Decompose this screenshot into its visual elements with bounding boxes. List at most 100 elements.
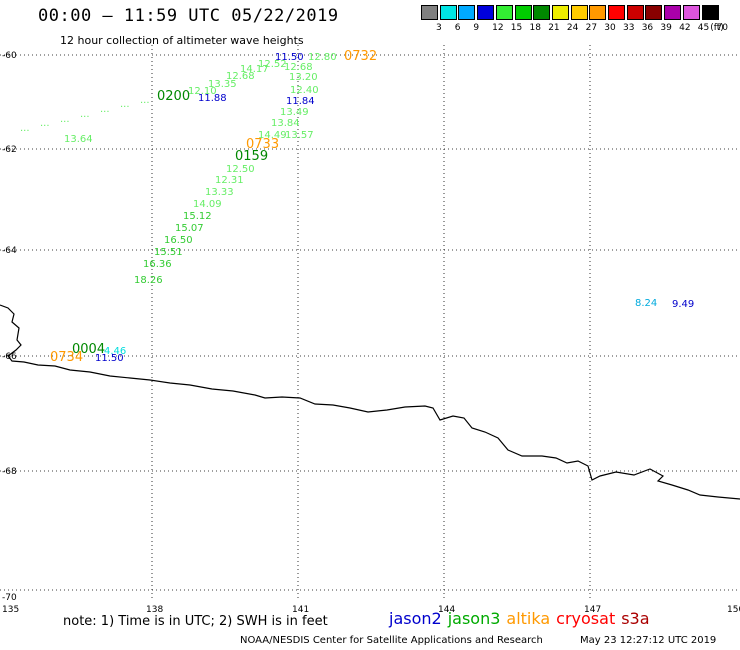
chart-subtitle: 12 hour collection of altimeter wave hei… [60,34,304,47]
colorbar-label: 70 [716,23,728,33]
colorbar-swatch [477,5,495,20]
longitude-label: 150 [727,605,740,615]
colorbar-label: 45 [697,23,710,33]
colorbar-label: 3 [436,23,442,33]
colorbar-label: 6 [454,23,461,33]
wave-height-label: 9.49 [672,299,694,310]
time-label: 0732 [344,49,377,64]
colorbar-swatch [626,5,644,20]
credit-text: NOAA/NESDIS Center for Satellite Applica… [240,635,543,646]
wave-height-label: 11.88 [198,93,227,104]
wave-height-label: 12.52 [258,59,287,70]
timestamp-text: May 23 12:27:12 UTC 2019 [580,635,717,646]
colorbar-label: 30 [604,23,616,33]
time-label: 0004 [72,342,105,357]
wave-height-label: 8.24 [635,298,657,309]
colorbar-swatch [551,5,569,20]
colorbar-swatch [589,5,607,20]
colorbar-label: 33 [623,23,635,33]
colorbar-swatch [701,5,719,20]
colorbar-label: 36 [641,23,654,33]
colorbar-label: 12 [492,23,504,33]
wave-height-label: 13.35 [208,79,237,90]
track-cluster-mark: ··· [60,117,70,128]
wave-height-label: 11.50 [275,52,304,63]
latitude-label: -66 [2,352,17,362]
wave-height-label: 15.07 [175,223,204,234]
colorbar-label: 27 [585,23,598,33]
track-cluster-mark: ··· [140,98,150,109]
wave-height-label: 11.84 [286,96,315,107]
colorbar-label: 24 [566,23,579,33]
wave-height-label: 12.68 [284,62,313,73]
mission-legend-item: altika [506,609,551,628]
track-cluster-mark: ··· [100,107,110,118]
colorbar-swatch [533,5,551,20]
wave-height-label: 16.36 [143,259,172,270]
wave-height-label: 13.84 [271,118,300,129]
coastline [0,304,740,500]
wave-height-label: 13.64 [64,134,93,145]
time-label: 0734 [50,350,83,365]
wave-height-label: 12.68 [226,71,255,82]
wave-height-label: 15.12 [183,211,212,222]
wave-height-label: 4.46 [104,346,126,357]
time-label: 0159 [235,149,268,164]
latitude-label: -60 [2,51,17,61]
colorbar-unit: (ft) [710,23,724,33]
track-cluster-mark: ··· [40,121,50,132]
colorbar-swatch [664,5,682,20]
longitude-label: 141 [292,605,309,615]
colorbar-swatch [645,5,663,20]
latitude-label: -64 [2,246,17,256]
observation-labels: 11.50 12.80 073212.5212.6814.1713.2012.681… [20,49,694,365]
colorbar-label: 21 [548,23,560,33]
wave-height-label: 13.20 [289,72,318,83]
axis-labels: -60 -62 -64 -66 -68 -70 135 138 141 144 147 150 [2,51,740,615]
mission-legend-item: jason3 [447,609,501,628]
track-cluster-mark: ··· [120,102,130,113]
wave-height-label: 16.50 [164,235,193,246]
mission-legend-item: jason2 [389,609,442,628]
footer-note: note: 1) Time is in UTC; 2) SWH is in fe… [63,614,328,629]
longitude-label: 144 [438,605,455,615]
wave-height-label: 13.57 [285,130,314,141]
wave-height-label: 13.49 [280,107,309,118]
colorbar-label: 18 [529,23,541,33]
longitude-label: 135 [2,605,19,615]
colorbar-swatch [421,5,438,20]
lat-lon-grid [0,45,740,600]
longitude-label: 147 [584,605,601,615]
latitude-label: -70 [2,593,17,603]
colorbar-label: 39 [660,23,672,33]
mission-legend: jason2 jason3 altika cryosat s3a [389,609,656,628]
mission-legend-item: s3a [621,609,650,628]
wave-height-label: 13.33 [205,187,234,198]
mission-legend-item: cryosat [556,609,616,628]
wave-height-label: 12.31 [215,175,244,186]
wave-height-label: 12.10 [188,86,217,97]
latitude-label: -68 [2,467,17,477]
chart-title: 00:00 – 11:59 UTC 05/22/2019 [38,6,339,26]
longitude-label: 138 [146,605,163,615]
wave-height-label: 14.17 [240,64,269,75]
colorbar-swatch [608,5,625,20]
colorbar-swatch [439,5,457,20]
colorbar-label: 15 [510,23,523,33]
wave-height-label: 15.51 [154,247,183,258]
colorbar-swatch [458,5,476,20]
latitude-label: -62 [2,145,17,155]
colorbar-swatch [514,5,532,20]
colorbar-swatch [682,5,700,20]
colorbar-swatch [570,5,588,20]
track-cluster-mark: ··· [80,112,90,123]
wave-height-label: 18.26 [134,275,163,286]
wave-height-label: 11.50 [95,353,124,364]
colorbar-label: 9 [473,23,480,33]
track-cluster-mark: ··· [20,126,30,137]
wave-height-label: 14.49 [258,130,287,141]
wave-height-label: 12.80 [308,52,337,63]
wave-height-label: 12.40 [290,85,319,96]
time-label: 0200 [157,89,190,104]
